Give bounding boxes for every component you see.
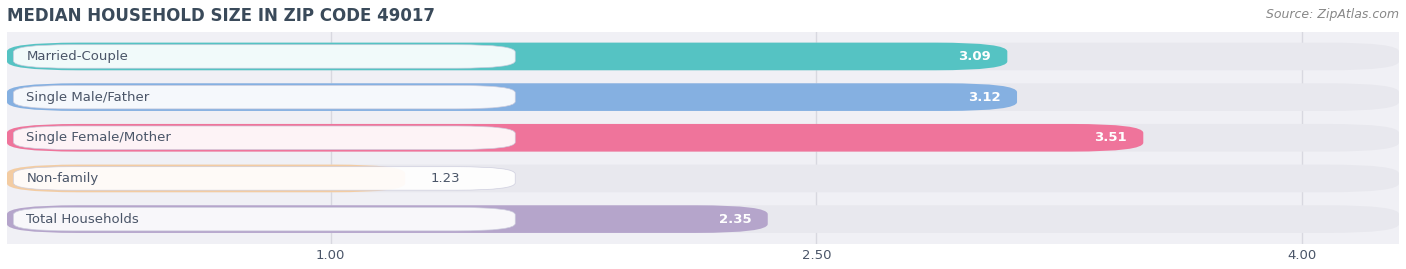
Text: 1.23: 1.23 [432,172,461,185]
Text: MEDIAN HOUSEHOLD SIZE IN ZIP CODE 49017: MEDIAN HOUSEHOLD SIZE IN ZIP CODE 49017 [7,7,434,25]
FancyBboxPatch shape [14,85,515,109]
FancyBboxPatch shape [7,83,1017,111]
FancyBboxPatch shape [7,124,1143,152]
Text: 3.12: 3.12 [969,91,1001,104]
FancyBboxPatch shape [14,167,515,190]
Text: 2.35: 2.35 [718,213,752,226]
FancyBboxPatch shape [7,205,1399,233]
Text: 3.09: 3.09 [959,50,991,63]
FancyBboxPatch shape [14,45,515,68]
FancyBboxPatch shape [7,43,1007,70]
FancyBboxPatch shape [7,165,405,192]
Text: Non-family: Non-family [27,172,98,185]
FancyBboxPatch shape [7,124,1399,152]
FancyBboxPatch shape [7,83,1399,111]
Text: Single Female/Mother: Single Female/Mother [27,131,172,144]
FancyBboxPatch shape [14,126,515,150]
Text: Source: ZipAtlas.com: Source: ZipAtlas.com [1265,8,1399,21]
Text: Married-Couple: Married-Couple [27,50,128,63]
Text: Single Male/Father: Single Male/Father [27,91,149,104]
FancyBboxPatch shape [7,205,768,233]
FancyBboxPatch shape [14,207,515,231]
Text: 3.51: 3.51 [1094,131,1128,144]
FancyBboxPatch shape [7,43,1399,70]
FancyBboxPatch shape [7,165,1399,192]
Text: Total Households: Total Households [27,213,139,226]
